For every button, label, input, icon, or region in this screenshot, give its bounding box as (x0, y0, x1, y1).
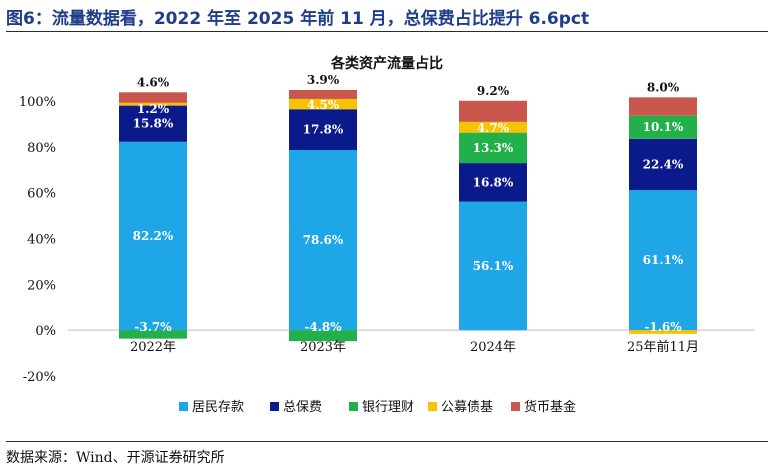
bar-segment (629, 190, 697, 331)
bar-segment (459, 132, 527, 164)
legend-swatch (270, 402, 279, 411)
data-label: 82.2% (133, 229, 174, 243)
figure-title: 图6：流量数据看，2022 年至 2025 年前 11 月，总保费占比提升 6.… (6, 9, 590, 29)
data-label: 13.3% (473, 141, 514, 155)
data-label: 4.5% (307, 98, 340, 112)
legend-item: 居民存款 (179, 400, 244, 415)
stacked-bar-chart: 各类资产流量占比 -20% 0% 20% 40% 60% 80% 100% 82.2% 15.… (19, 55, 755, 415)
x-tick-label: 25年前11月 (627, 339, 699, 355)
data-label: 8.0% (647, 80, 680, 94)
y-tick-label: 40% (27, 233, 56, 248)
legend-label: 总保费 (283, 400, 322, 415)
bar-segment (119, 330, 187, 339)
legend-label: 货币基金 (524, 399, 576, 415)
legend-item: 公募债基 (428, 400, 493, 415)
bar-segment (629, 138, 697, 191)
y-axis: -20% 0% 20% 40% 60% 80% 100% (19, 95, 56, 385)
x-axis-categories: 2022年 2023年 2024年 25年前11月 (130, 339, 699, 355)
data-label: 61.1% (643, 253, 684, 267)
bottom-rule (6, 441, 768, 442)
data-label: 22.4% (643, 157, 684, 171)
bars: 82.2% 15.8% -3.7% 1.2% 4.6% 78.6% 17.8% -4.8% 4.… (119, 73, 697, 342)
bar-segment (289, 98, 357, 110)
source-note: 数据来源：Wind、开源证券研究所 (6, 450, 225, 466)
bar-segment (459, 201, 527, 331)
legend-item: 银行理财 (349, 400, 414, 415)
legend-swatch (349, 402, 358, 411)
legend-label: 居民存款 (192, 400, 244, 415)
bar-segment (459, 121, 527, 133)
x-tick-label: 2023年 (300, 340, 346, 355)
legend: 居民存款 总保费 银行理财 公募债基 货币基金 (179, 399, 576, 415)
chart-title: 各类资产流量占比 (330, 55, 443, 72)
bar-segment (629, 97, 697, 116)
bar-segment (459, 163, 527, 202)
legend-swatch (179, 402, 188, 411)
data-label: 1.2% (137, 102, 170, 116)
y-tick-label: 20% (27, 278, 56, 293)
bar-segment (119, 102, 187, 106)
bar-segment (289, 109, 357, 151)
data-label: -3.7% (134, 320, 172, 334)
bar-segment (289, 150, 357, 331)
data-label: 4.6% (137, 75, 170, 89)
bar-segment (629, 330, 697, 334)
data-label: -4.8% (304, 320, 342, 334)
legend-swatch (428, 402, 437, 411)
data-label: 3.9% (307, 73, 340, 87)
legend-swatch (511, 402, 520, 411)
y-tick-label: 100% (19, 95, 56, 110)
top-rule (6, 31, 768, 32)
data-label: 56.1% (473, 259, 514, 273)
y-tick-label: 60% (27, 187, 56, 202)
bar-segment (629, 115, 697, 139)
data-label: -1.6% (644, 320, 682, 334)
bar-segment (119, 105, 187, 142)
bar-segment (289, 330, 357, 342)
bar-segment (119, 92, 187, 103)
legend-label: 银行理财 (362, 400, 414, 415)
bar-stack: 61.1% 22.4% 10.1% -1.6% 8.0% (629, 80, 697, 334)
legend-label: 公募债基 (441, 400, 493, 415)
legend-item: 总保费 (270, 400, 322, 415)
legend-item: 货币基金 (511, 399, 576, 415)
data-label: 4.7% (477, 121, 510, 135)
bar-segment (289, 90, 357, 99)
bar-stack: 56.1% 16.8% 13.3% 4.7% 9.2% (459, 84, 527, 331)
bar-segment (459, 100, 527, 122)
x-tick-label: 2022年 (130, 340, 176, 355)
data-label: 17.8% (303, 123, 344, 137)
bar-stack: 78.6% 17.8% -4.8% 4.5% 3.9% (289, 73, 357, 342)
y-tick-label: 80% (27, 141, 56, 156)
bar-stack: 82.2% 15.8% -3.7% 1.2% 4.6% (119, 75, 187, 339)
data-label: 15.8% (133, 117, 174, 131)
y-tick-label: 0% (35, 324, 56, 339)
x-tick-label: 2024年 (470, 340, 516, 355)
y-tick-label: -20% (23, 370, 56, 385)
bar-segment (119, 141, 187, 331)
data-label: 10.1% (643, 120, 684, 134)
data-label: 16.8% (473, 175, 514, 189)
data-label: 78.6% (303, 233, 344, 247)
data-label: 9.2% (477, 84, 510, 98)
